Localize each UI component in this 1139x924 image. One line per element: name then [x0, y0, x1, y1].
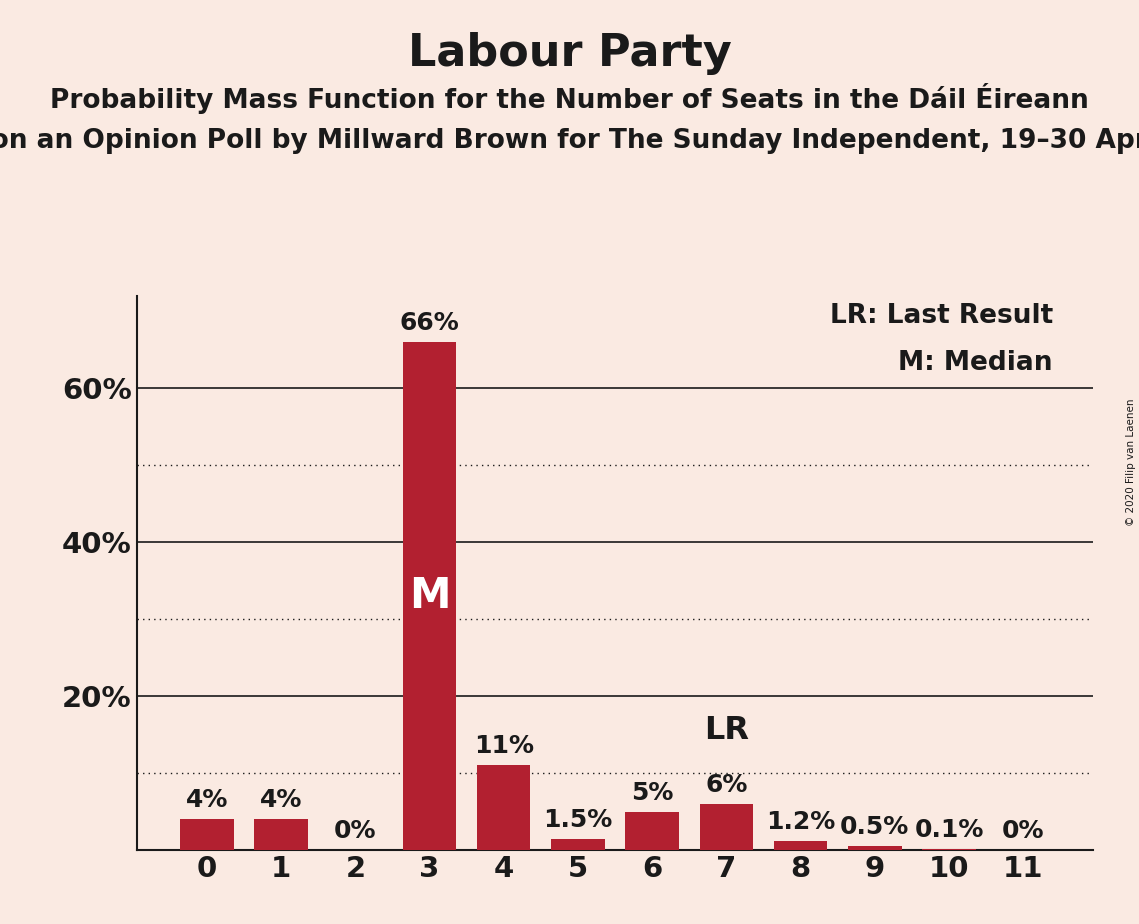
Bar — [477, 765, 531, 850]
Bar — [254, 820, 308, 850]
Text: 0.1%: 0.1% — [915, 819, 984, 843]
Bar — [180, 820, 233, 850]
Text: 5%: 5% — [631, 781, 673, 805]
Text: LR: LR — [704, 715, 748, 747]
Text: M: M — [409, 575, 450, 617]
Bar — [849, 846, 902, 850]
Text: © 2020 Filip van Laenen: © 2020 Filip van Laenen — [1126, 398, 1136, 526]
Text: M: Median: M: Median — [899, 349, 1052, 375]
Text: 6%: 6% — [705, 773, 747, 796]
Text: 4%: 4% — [260, 788, 302, 812]
Bar — [403, 342, 457, 850]
Text: Probability Mass Function for the Number of Seats in the Dáil Éireann: Probability Mass Function for the Number… — [50, 83, 1089, 115]
Text: 11%: 11% — [474, 735, 534, 759]
Text: 0%: 0% — [334, 820, 377, 843]
Text: 4%: 4% — [186, 788, 228, 812]
Text: 0%: 0% — [1002, 820, 1044, 843]
Text: LR: Last Result: LR: Last Result — [829, 303, 1052, 329]
Text: Labour Party: Labour Party — [408, 32, 731, 76]
Bar — [551, 839, 605, 850]
Text: 66%: 66% — [400, 311, 459, 335]
Text: 1.5%: 1.5% — [543, 808, 613, 832]
Bar — [699, 804, 753, 850]
Text: 1.2%: 1.2% — [765, 810, 835, 833]
Text: Based on an Opinion Poll by Millward Brown for The Sunday Independent, 19–30 Apr: Based on an Opinion Poll by Millward Bro… — [0, 128, 1139, 153]
Text: 0.5%: 0.5% — [841, 815, 909, 839]
Bar — [773, 841, 827, 850]
Bar — [625, 811, 679, 850]
